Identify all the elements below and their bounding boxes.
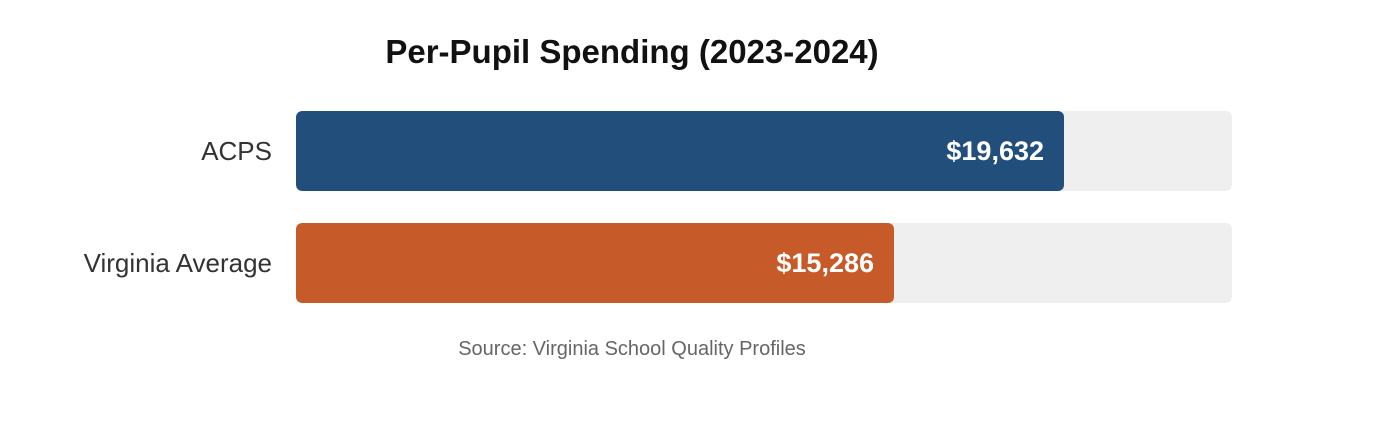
category-label-virginia-average: Virginia Average	[83, 248, 272, 278]
category-label-acps: ACPS	[201, 136, 272, 166]
chart-title: Per-Pupil Spending (2023-2024)	[385, 33, 879, 70]
bar-virginia-average: $15,286	[296, 223, 894, 303]
bar-acps: $19,632	[296, 111, 1064, 191]
value-label-acps: $19,632	[946, 136, 1044, 166]
value-label-virginia-average: $15,286	[776, 248, 874, 278]
bar-row-acps: ACPS $19,632	[0, 111, 1380, 191]
bar-row-virginia-average: Virginia Average $15,286	[0, 223, 1380, 303]
bar-track-acps: $19,632	[296, 111, 1232, 191]
source-note: Source: Virginia School Quality Profiles	[458, 338, 806, 360]
bar-track-virginia-average: $15,286	[296, 223, 1232, 303]
